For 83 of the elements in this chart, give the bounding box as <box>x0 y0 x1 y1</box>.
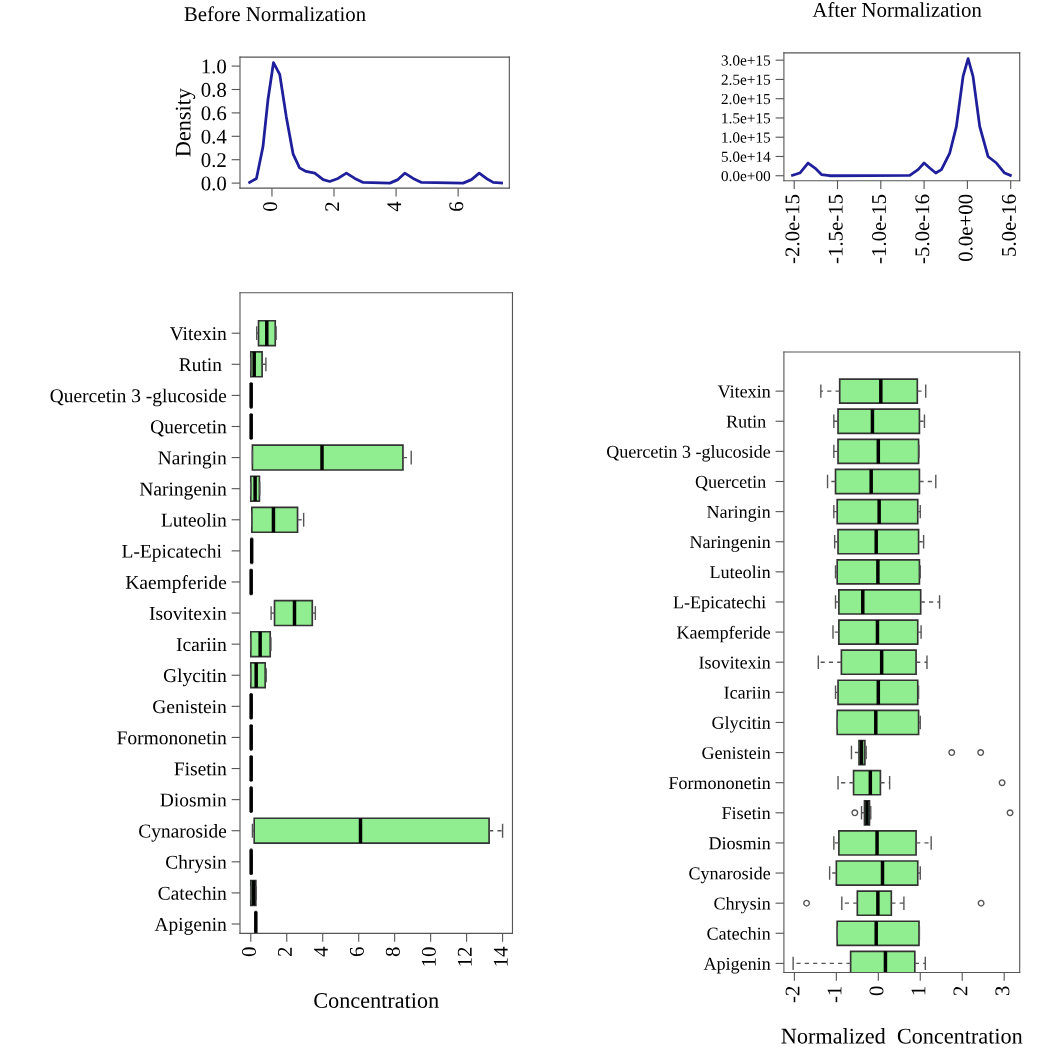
x-tick-label: -5.0e-16 <box>915 194 930 264</box>
x-tick-label: 10 <box>421 947 436 966</box>
x-tick-label: 14 <box>493 946 508 966</box>
x-tick-label: 2 <box>277 947 292 957</box>
y-tick-label: Icariin <box>724 686 771 699</box>
y-tick-label: Luteolin <box>710 565 771 579</box>
y-tick-label: Fisetin <box>174 762 227 776</box>
y-tick-label: Naringenin <box>139 482 227 500</box>
x-tick-label: 1 <box>911 986 926 995</box>
y-tick-label: Quercetin <box>150 420 227 437</box>
y-tick-label: Kaempferide <box>676 625 771 643</box>
y-tick-label: 0.4 <box>201 129 227 144</box>
y-tick-label: Isovitexin <box>149 606 227 620</box>
x-tick-label: 2 <box>953 986 968 996</box>
y-tick-label: 1.0e+15 <box>722 132 771 143</box>
chart-title: Before Normalization <box>184 6 366 22</box>
chart-title: After Normalization <box>812 2 982 17</box>
x-tick-label: 0 <box>869 986 884 996</box>
y-tick-label: Icariin <box>176 638 227 652</box>
y-tick-label: Chrysin <box>166 855 227 873</box>
y-tick-label: Catechin <box>707 927 771 940</box>
y-tick-label: Quercetin <box>695 475 766 491</box>
x-tick-label: 6 <box>349 947 364 957</box>
y-tick-label: Cynaroside <box>689 866 771 884</box>
y-tick-label: Genistein <box>702 746 771 760</box>
y-tick-label: Quercetin 3 -glucoside <box>50 388 227 407</box>
y-tick-label: L-Epicatechi <box>673 595 766 613</box>
y-tick-label: Quercetin 3 -glucoside <box>607 445 771 462</box>
y-tick-label: Glycitin <box>712 716 771 733</box>
y-tick-label: 1.5e+15 <box>722 113 771 124</box>
y-tick-label: Diosmin <box>160 793 227 807</box>
x-tick-label: 8 <box>385 947 400 957</box>
y-tick-label: 0.0e+00 <box>721 170 771 182</box>
y-tick-label: Fisetin <box>722 807 771 820</box>
x-tick-label: 2 <box>325 202 340 211</box>
x-tick-label: -2 <box>785 986 800 1003</box>
x-tick-label: 12 <box>457 947 472 966</box>
x-axis-title: Normalized Concentration <box>781 1027 1023 1044</box>
x-tick-label: -1.5e-15 <box>828 194 843 264</box>
x-axis-title: Concentration <box>314 993 439 1008</box>
x-tick-label: 4 <box>314 946 328 957</box>
y-tick-label: L-Epicatechi <box>122 544 222 562</box>
y-tick-label: Naringin <box>707 505 771 522</box>
x-tick-label: -1.0e-15 <box>871 194 887 264</box>
x-tick-label: 0 <box>241 947 256 957</box>
y-tick-label: 0.0 <box>201 176 226 191</box>
y-tick-label: 1.0 <box>202 59 226 74</box>
y-tick-label: Vitexin <box>717 385 771 398</box>
y-tick-label: Apigenin <box>703 957 771 974</box>
x-tick-label: 0 <box>263 202 278 211</box>
x-tick-label: -1 <box>827 986 842 1003</box>
x-tick-label: 6 <box>449 201 464 211</box>
y-tick-label: Naringenin <box>690 536 771 552</box>
x-tick-label: 0.0e+00 <box>958 194 973 262</box>
y-tick-label: 0.6 <box>201 106 227 121</box>
y-tick-label: Vitexin <box>169 327 227 341</box>
y-tick-label: 0.8 <box>201 82 226 98</box>
y-tick-label: 5.0e+14 <box>721 151 771 162</box>
y-tick-label: 2.0e+15 <box>721 93 771 105</box>
y-tick-label: Catechin <box>158 886 227 900</box>
line-series <box>248 61 503 185</box>
y-tick-label: Apigenin <box>154 917 227 935</box>
y-tick-label: Luteolin <box>161 513 227 527</box>
y-tick-label: Isovitexin <box>699 656 771 669</box>
y-tick-label: Glycitin <box>163 668 227 687</box>
y-tick-label: Genistein <box>153 700 227 714</box>
x-tick-label: 4 <box>387 201 402 212</box>
y-tick-label: Kaempferide <box>125 575 227 593</box>
x-tick-label: -2.0e-15 <box>785 194 800 264</box>
y-tick-label: Diosmin <box>709 837 771 850</box>
y-axis-title: Density <box>175 88 196 157</box>
y-tick-label: Rutin <box>179 358 222 372</box>
y-tick-label: Chrysin <box>714 896 771 914</box>
y-tick-label: Rutin <box>726 415 766 428</box>
y-tick-label: Cynaroside <box>139 823 227 842</box>
x-tick-label: 5.0e-16 <box>1001 194 1016 256</box>
y-tick-label: 2.5e+15 <box>721 74 771 85</box>
x-tick-label: 3 <box>995 986 1010 996</box>
y-tick-label: Formononetin <box>117 731 227 745</box>
y-tick-label: 0.2 <box>201 153 226 168</box>
y-tick-label: 3.0e+15 <box>721 55 771 66</box>
y-tick-label: Naringin <box>158 451 227 469</box>
y-tick-label: Formononetin <box>668 777 771 790</box>
